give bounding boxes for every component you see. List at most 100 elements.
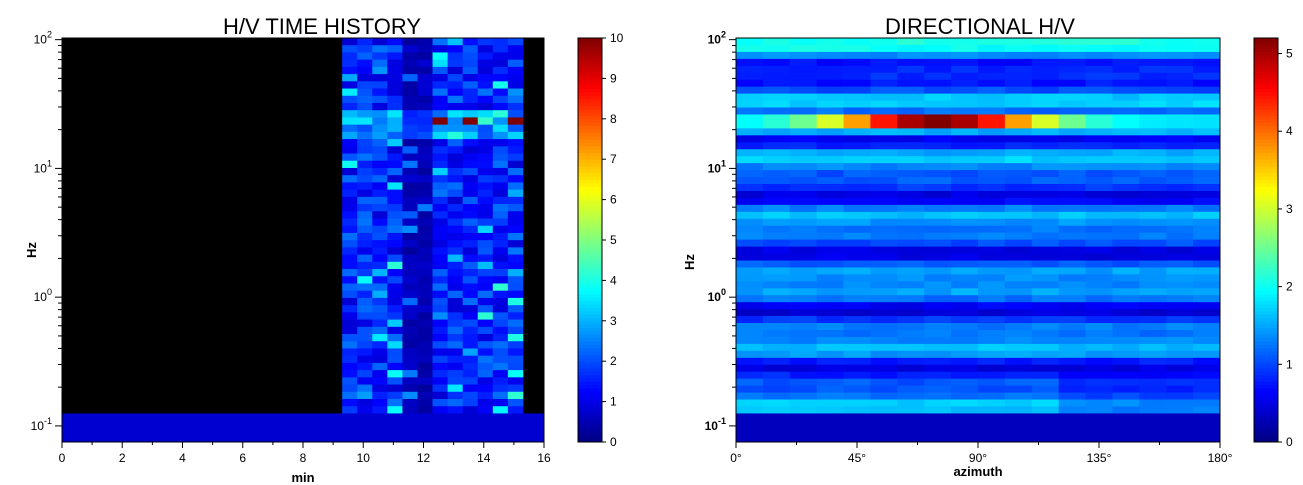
colorbar-tick-label: 1 — [1286, 357, 1293, 371]
heatmap-cell — [1004, 107, 1033, 115]
heatmap-cell — [843, 385, 871, 393]
heatmap-cell — [372, 254, 388, 263]
colorbar-segment — [1254, 320, 1278, 325]
heatmap-cell — [1193, 149, 1221, 157]
heatmap-cell — [816, 177, 844, 185]
heatmap-cell — [1166, 51, 1194, 60]
heatmap-cell — [1112, 357, 1140, 366]
heatmap-cell — [951, 274, 979, 282]
heatmap-cell — [1085, 232, 1113, 241]
colorbar-segment — [1254, 266, 1278, 271]
heatmap-cell — [816, 44, 844, 53]
heatmap-cell — [1112, 274, 1140, 282]
heatmap-cell — [843, 302, 871, 310]
heatmap-cell — [924, 72, 952, 81]
heatmap-cell — [924, 288, 952, 296]
heatmap-cell — [924, 197, 952, 206]
heatmap-cell — [924, 211, 952, 220]
heatmap-cell — [1031, 316, 1060, 324]
heatmap-cell — [342, 189, 358, 198]
heatmap-cell — [342, 146, 358, 154]
y-axis-label: Hz — [24, 242, 39, 258]
heatmap-cell — [978, 302, 1006, 310]
heatmap-cell — [762, 204, 791, 213]
heatmap-cell — [1031, 121, 1060, 129]
heatmap-cell — [951, 253, 979, 261]
heatmap-cell — [924, 156, 952, 164]
heatmap-cell — [507, 38, 524, 46]
heatmap-cell — [1004, 323, 1033, 331]
heatmap-cell — [342, 290, 358, 299]
heatmap-cell — [978, 350, 1006, 359]
heatmap-plot — [736, 38, 1221, 442]
heatmap-cell — [402, 81, 418, 89]
heatmap-cell — [978, 357, 1006, 366]
heatmap-cell — [342, 196, 358, 205]
heatmap-cell — [507, 240, 524, 248]
heatmap-cell — [417, 384, 433, 393]
colorbar-segment — [578, 145, 602, 150]
heatmap-cell — [762, 44, 791, 53]
heatmap-cell — [1004, 197, 1033, 206]
heatmap-cell — [372, 95, 388, 104]
heatmap-cell — [843, 184, 871, 192]
heatmap-cell — [447, 348, 464, 357]
heatmap-cell — [816, 336, 844, 345]
heatmap-cell — [447, 102, 464, 111]
heatmap-cell — [816, 309, 844, 317]
heatmap-cell — [789, 392, 818, 400]
colorbar-segment — [1254, 374, 1278, 379]
colorbar-segment — [578, 421, 602, 426]
heatmap-cell — [870, 107, 898, 115]
heatmap-cell — [1085, 197, 1113, 206]
heatmap-cell — [387, 326, 403, 335]
heatmap-cell — [1112, 288, 1140, 296]
colorbar-segment — [578, 337, 602, 342]
heatmap-cell — [978, 371, 1006, 380]
heatmap-cell — [507, 204, 524, 212]
heatmap-cell — [507, 269, 524, 277]
heatmap-cell — [762, 392, 791, 400]
heatmap-cell — [1085, 86, 1113, 95]
heatmap-cell — [1004, 316, 1033, 324]
heatmap-cell — [462, 326, 479, 335]
heatmap-cell — [978, 225, 1006, 234]
heatmap-cell — [978, 260, 1006, 268]
heatmap-cell — [1085, 274, 1113, 282]
heatmap-cell — [1112, 392, 1140, 400]
heatmap-cell — [477, 384, 494, 393]
colorbar-segment — [578, 280, 602, 285]
heatmap-cell — [1058, 336, 1086, 345]
heatmap-cell — [1166, 86, 1194, 95]
heatmap-cell — [357, 319, 373, 328]
colorbar-segment — [1254, 78, 1278, 83]
heatmap-cell — [978, 190, 1006, 199]
heatmap-cell — [507, 88, 524, 97]
heatmap-cell — [342, 384, 358, 393]
heatmap-cell — [1166, 288, 1194, 296]
heatmap-cell — [1193, 281, 1221, 289]
heatmap-cell — [507, 399, 524, 407]
heatmap-cell — [897, 302, 925, 310]
heatmap-cell — [1058, 128, 1086, 136]
heatmap-cell — [1193, 218, 1221, 227]
heatmap-cell — [1004, 177, 1033, 185]
heatmap-cell — [417, 66, 433, 75]
heatmap-cell — [387, 66, 403, 75]
heatmap-cell — [1058, 218, 1086, 227]
heatmap-cell — [372, 384, 388, 393]
heatmap-cell — [462, 74, 479, 82]
heatmap-cell — [1004, 142, 1033, 150]
heatmap-cell — [1031, 107, 1060, 115]
heatmap-cell — [1031, 274, 1060, 282]
heatmap-cell — [507, 45, 524, 53]
heatmap-cell — [1085, 114, 1113, 122]
heatmap-cell — [1166, 281, 1194, 289]
heatmap-cell — [477, 211, 494, 219]
heatmap-cell — [897, 197, 925, 206]
colorbar-segment — [1254, 58, 1278, 63]
heatmap-cell — [736, 142, 764, 150]
heatmap-cell — [402, 95, 418, 104]
heatmap-cell — [1139, 72, 1167, 81]
heatmap-cell — [417, 189, 433, 198]
